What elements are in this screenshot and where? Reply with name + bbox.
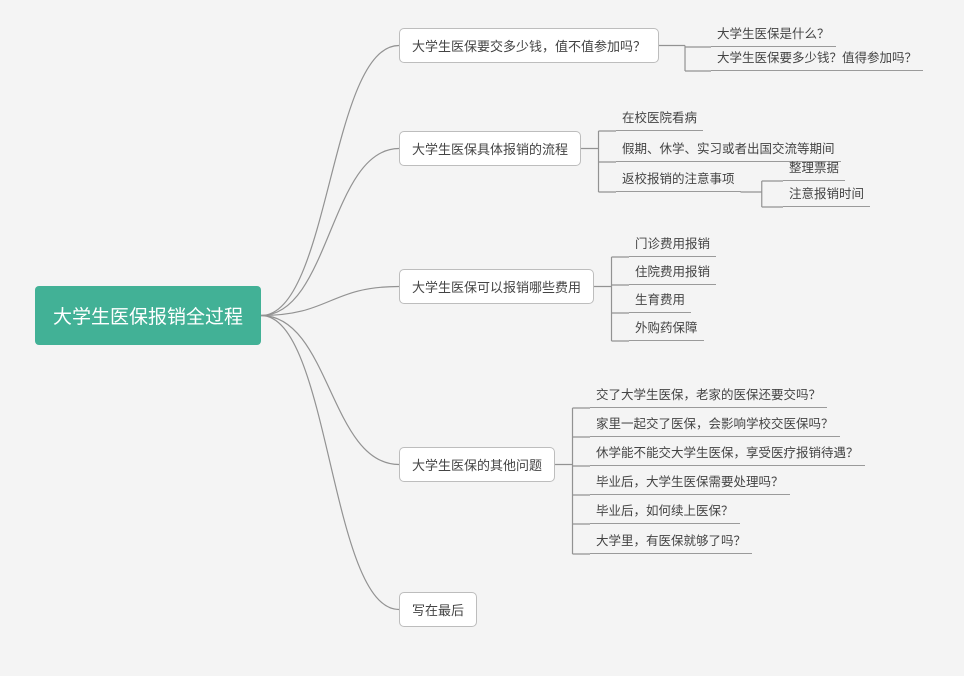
- leaf-node: 家里一起交了医保，会影响学校交医保吗？: [590, 410, 840, 437]
- leaf-node: 住院费用报销: [629, 258, 716, 285]
- leaf-node: 毕业后，大学生医保需要处理吗？: [590, 468, 790, 495]
- branch-node: 大学生医保要交多少钱，值不值参加吗？: [399, 28, 659, 63]
- leaf-node: 整理票据: [783, 154, 845, 181]
- leaf-node: 大学里，有医保就够了吗？: [590, 527, 752, 554]
- branch-node: 大学生医保的其他问题: [399, 447, 555, 482]
- branch-node: 大学生医保可以报销哪些费用: [399, 269, 594, 304]
- leaf-node: 外购药保障: [629, 314, 704, 341]
- root-node: 大学生医保报销全过程: [35, 286, 261, 345]
- leaf-node: 在校医院看病: [616, 104, 703, 131]
- branch-node: 大学生医保具体报销的流程: [399, 131, 581, 166]
- leaf-node: 注意报销时间: [783, 180, 870, 207]
- branch-node: 写在最后: [399, 592, 477, 627]
- leaf-node: 交了大学生医保，老家的医保还要交吗？: [590, 381, 827, 408]
- leaf-node: 大学生医保要多少钱？值得参加吗？: [711, 44, 923, 71]
- leaf-node: 大学生医保是什么？: [711, 20, 836, 47]
- leaf-node: 门诊费用报销: [629, 230, 716, 257]
- leaf-node: 生育费用: [629, 286, 691, 313]
- leaf-node: 休学能不能交大学生医保，享受医疗报销待遇？: [590, 439, 865, 466]
- leaf-node: 返校报销的注意事项: [616, 165, 741, 192]
- leaf-node: 毕业后，如何续上医保？: [590, 497, 740, 524]
